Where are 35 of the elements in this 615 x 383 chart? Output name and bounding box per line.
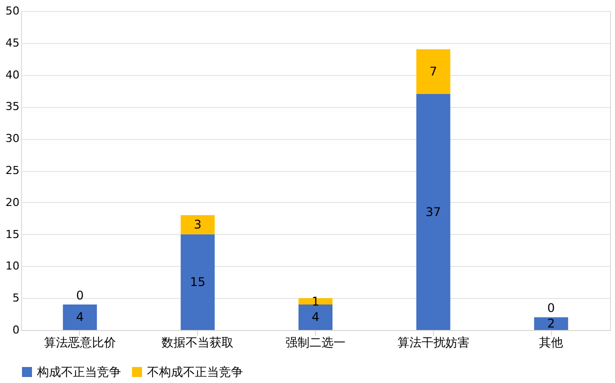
bar: [416, 94, 450, 330]
y-tick-label: 0: [12, 324, 20, 336]
y-tick-label: 40: [6, 68, 20, 82]
data-label: 0: [547, 301, 555, 316]
y-tick-label: 25: [6, 164, 20, 177]
legend-label: 不构成不正当竞争: [147, 365, 243, 379]
y-tick-label: 50: [6, 4, 20, 18]
bar: [416, 49, 450, 94]
y-tick-label: 5: [12, 292, 20, 305]
y-tick-label: 15: [6, 228, 20, 241]
data-label: 4: [312, 310, 320, 324]
data-label: 4: [76, 310, 84, 324]
data-label: 37: [426, 204, 441, 219]
bar: [180, 234, 215, 330]
data-label: 3: [194, 218, 202, 232]
x-tick-label: 算法干扰妨害: [397, 336, 470, 350]
bar: [534, 317, 568, 330]
data-label: 2: [547, 316, 555, 331]
y-tick-label: 35: [6, 100, 20, 114]
y-tick-label: 45: [6, 36, 20, 50]
bar: [298, 298, 332, 304]
x-tick-label: 其他: [539, 336, 564, 350]
y-tick-label: 20: [6, 196, 20, 209]
x-tick-label: 强制二选一: [286, 336, 346, 350]
x-tick-label: 算法恶意比价: [44, 336, 116, 350]
data-label: 15: [190, 275, 206, 290]
bar: [298, 304, 332, 330]
data-label: 0: [76, 288, 84, 302]
bar: [62, 304, 97, 330]
x-tick-label: 数据不当获取: [162, 336, 234, 350]
data-label: 7: [429, 64, 438, 79]
y-tick-label: 30: [6, 132, 20, 146]
bar: [180, 215, 215, 234]
y-tick-label: 10: [6, 260, 20, 273]
legend-label: 构成不正当竞争: [36, 365, 121, 379]
